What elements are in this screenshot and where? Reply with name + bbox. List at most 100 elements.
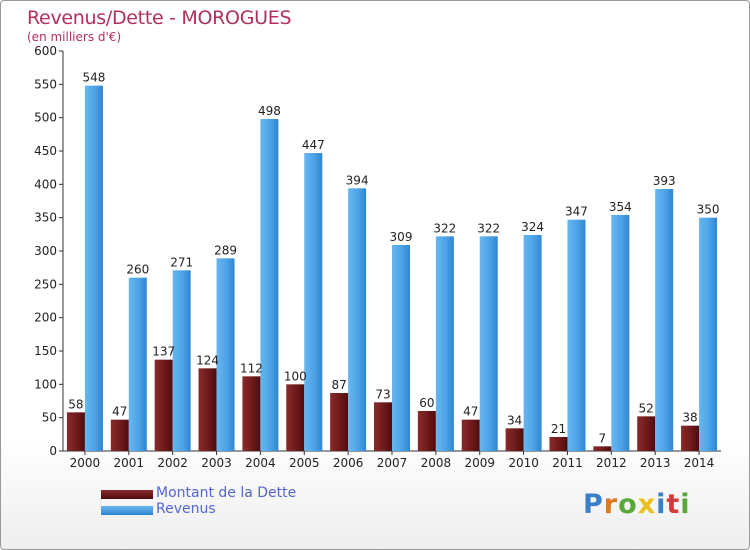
bar-revenus (479, 236, 498, 451)
bar-revenus (304, 153, 323, 451)
x-tick-label: 2010 (508, 456, 539, 470)
data-label-revenus: 322 (477, 221, 500, 235)
y-tick-label: 0 (49, 444, 57, 458)
data-label-revenus: 350 (697, 203, 720, 217)
data-label-revenus: 498 (258, 104, 281, 118)
bar-dette (66, 412, 85, 451)
bar-dette (198, 368, 217, 451)
data-label-revenus: 271 (170, 255, 193, 269)
chart-data-labels: 58 548 47 260 137 271 124 289 112 498 100 447 87 394 7… (68, 71, 719, 446)
logo-letter: o (618, 489, 638, 520)
data-label-dette: 137 (152, 345, 175, 359)
data-label-dette: 60 (419, 396, 434, 410)
data-label-revenus: 322 (433, 221, 456, 235)
bar-revenus (84, 85, 103, 452)
data-label-revenus: 309 (390, 230, 413, 244)
x-tick-label: 2001 (114, 456, 145, 470)
data-label-dette: 7 (599, 431, 607, 445)
bar-dette (549, 437, 568, 451)
bar-revenus (567, 219, 586, 451)
legend-swatch-dette (101, 490, 153, 499)
legend-label-dette: Montant de la Dette (156, 485, 297, 501)
bar-revenus (128, 277, 147, 451)
chart-bars (66, 85, 718, 452)
logo-letter: P (583, 489, 604, 520)
bar-dette (461, 419, 480, 451)
logo-letter: r (603, 489, 619, 520)
y-tick-label: 450 (34, 144, 57, 158)
logo-letter: i (656, 489, 667, 520)
bar-revenus (216, 258, 235, 451)
bar-revenus (392, 245, 410, 451)
bar-dette (681, 425, 700, 451)
bar-dette (286, 384, 305, 451)
y-tick-label: 350 (34, 211, 57, 225)
bar-dette (637, 416, 656, 451)
bar-revenus (611, 215, 630, 451)
y-tick-label: 100 (34, 377, 57, 391)
proxiti-logo: Proxiti (583, 489, 691, 520)
x-tick-label: 2009 (464, 456, 495, 470)
x-tick-label: 2004 (245, 456, 276, 470)
bar-dette (417, 411, 436, 451)
y-tick-label: 150 (34, 344, 57, 358)
x-tick-label: 2013 (640, 456, 671, 470)
x-tick-label: 2002 (157, 456, 188, 470)
data-label-dette: 52 (639, 401, 654, 415)
bar-revenus (172, 270, 191, 451)
bar-revenus (655, 189, 674, 451)
bar-dette (154, 359, 173, 451)
data-label-dette: 21 (551, 422, 566, 436)
data-label-revenus: 548 (82, 71, 105, 85)
x-tick-label: 2011 (552, 456, 583, 470)
data-label-dette: 112 (240, 361, 263, 375)
bar-revenus (699, 217, 718, 451)
legend-label-revenus: Revenus (156, 501, 216, 517)
data-label-revenus: 324 (521, 220, 544, 234)
y-tick-label: 50 (42, 411, 57, 425)
bar-dette (330, 393, 349, 451)
logo-letter: x (637, 489, 657, 520)
data-label-revenus: 289 (214, 243, 237, 257)
logo-letter: t (666, 489, 681, 520)
x-tick-label: 2012 (596, 456, 627, 470)
data-label-revenus: 347 (565, 205, 588, 219)
data-label-revenus: 354 (609, 200, 632, 214)
x-tick-label: 2014 (684, 456, 715, 470)
bar-revenus (523, 235, 542, 451)
data-label-dette: 47 (112, 405, 127, 419)
bar-revenus (348, 188, 367, 452)
x-tick-label: 2003 (201, 456, 232, 470)
data-label-revenus: 447 (302, 138, 325, 152)
y-tick-label: 550 (34, 77, 57, 91)
logo-letter: i (680, 489, 691, 520)
bar-dette (593, 446, 612, 451)
legend-swatch-revenus (101, 506, 153, 515)
bar-dette (242, 376, 261, 451)
x-tick-label: 2007 (377, 456, 408, 470)
y-tick-label: 250 (34, 277, 57, 291)
data-label-dette: 87 (331, 378, 346, 392)
data-label-dette: 58 (68, 397, 83, 411)
data-label-dette: 38 (682, 411, 697, 425)
x-tick-label: 2000 (70, 456, 101, 470)
chart-title: Revenus/Dette - MOROGUES (27, 7, 292, 29)
x-tick-label: 2008 (421, 456, 452, 470)
x-tick-label: 2006 (333, 456, 364, 470)
data-label-revenus: 260 (126, 263, 149, 277)
bar-dette (374, 402, 392, 451)
bar-dette (110, 419, 129, 451)
data-label-dette: 47 (463, 405, 478, 419)
x-tick-label: 2005 (289, 456, 320, 470)
data-label-dette: 73 (375, 387, 390, 401)
data-label-dette: 100 (284, 369, 307, 383)
data-label-dette: 124 (196, 353, 219, 367)
y-tick-label: 300 (34, 244, 57, 258)
y-tick-label: 400 (34, 177, 57, 191)
bar-revenus (435, 236, 454, 451)
bar-revenus (260, 119, 279, 451)
chart-subtitle: (en milliers d'€) (27, 30, 122, 44)
y-tick-label: 500 (34, 111, 57, 125)
